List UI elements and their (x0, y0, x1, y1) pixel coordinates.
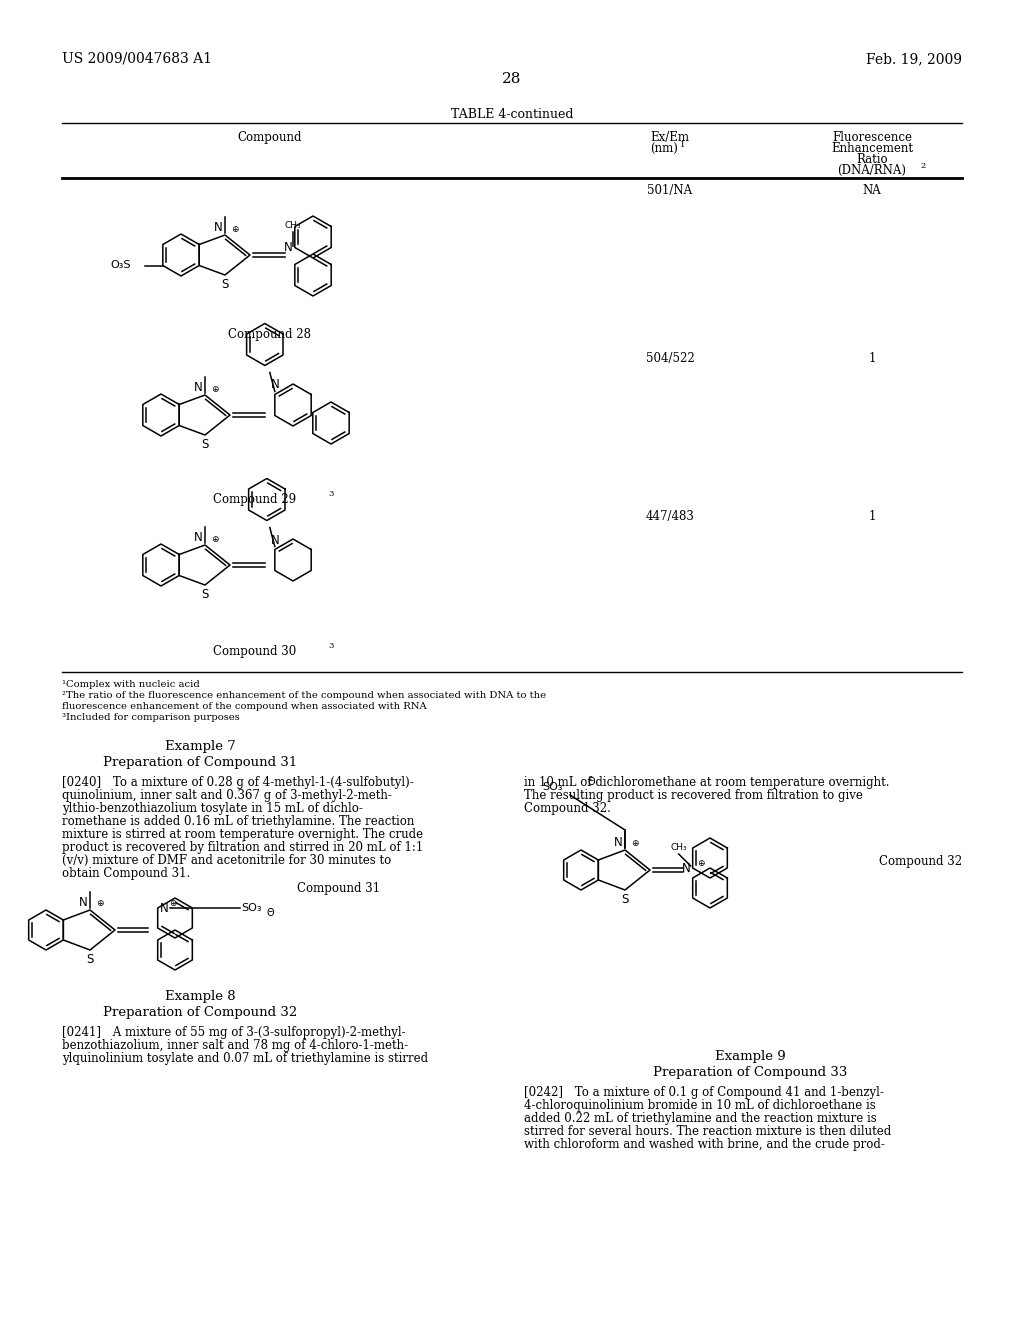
Text: ¹Complex with nucleic acid: ¹Complex with nucleic acid (62, 680, 200, 689)
Text: (DNA/RNA): (DNA/RNA) (838, 164, 906, 177)
Text: ⊕: ⊕ (96, 899, 103, 908)
Text: 2: 2 (920, 162, 926, 170)
Text: mixture is stirred at room temperature overnight. The crude: mixture is stirred at room temperature o… (62, 828, 423, 841)
Text: CH₃: CH₃ (671, 843, 687, 851)
Text: Compound 29: Compound 29 (213, 492, 297, 506)
Text: romethane is added 0.16 mL of triethylamine. The reaction: romethane is added 0.16 mL of triethylam… (62, 814, 415, 828)
Text: fluorescence enhancement of the compound when associated with RNA: fluorescence enhancement of the compound… (62, 702, 427, 711)
Text: S: S (622, 894, 629, 906)
Text: Example 8: Example 8 (165, 990, 236, 1003)
Text: obtain Compound 31.: obtain Compound 31. (62, 867, 190, 880)
Text: Enhancement: Enhancement (831, 143, 913, 154)
Text: ⊕: ⊕ (211, 535, 218, 544)
Text: Feb. 19, 2009: Feb. 19, 2009 (866, 51, 962, 66)
Text: S: S (202, 438, 209, 451)
Text: S: S (221, 279, 228, 290)
Text: [0241] A mixture of 55 mg of 3-(3-sulfopropyl)-2-methyl-: [0241] A mixture of 55 mg of 3-(3-sulfop… (62, 1026, 406, 1039)
Text: 1: 1 (868, 352, 876, 366)
Text: TABLE 4-continued: TABLE 4-continued (451, 108, 573, 121)
Text: stirred for several hours. The reaction mixture is then diluted: stirred for several hours. The reaction … (524, 1125, 891, 1138)
Text: Preparation of Compound 32: Preparation of Compound 32 (102, 1006, 297, 1019)
Text: 501/NA: 501/NA (647, 183, 692, 197)
Text: N: N (682, 862, 690, 874)
Text: N: N (284, 242, 293, 253)
Text: Example 9: Example 9 (715, 1049, 785, 1063)
Text: SO₃: SO₃ (543, 781, 563, 792)
Text: Compound 31: Compound 31 (297, 882, 380, 895)
Text: The resulting product is recovered from filtration to give: The resulting product is recovered from … (524, 789, 863, 803)
Text: US 2009/0047683 A1: US 2009/0047683 A1 (62, 51, 212, 66)
Text: Compound 30: Compound 30 (213, 645, 297, 657)
Text: 1: 1 (680, 141, 685, 149)
Text: N: N (214, 220, 223, 234)
Text: Compound: Compound (238, 131, 302, 144)
Text: with chloroform and washed with brine, and the crude prod-: with chloroform and washed with brine, a… (524, 1138, 885, 1151)
Text: Θ: Θ (266, 908, 274, 917)
Text: N: N (614, 836, 623, 849)
Text: 447/483: 447/483 (645, 510, 694, 523)
Text: (v/v) mixture of DMF and acetonitrile for 30 minutes to: (v/v) mixture of DMF and acetonitrile fo… (62, 854, 391, 867)
Text: ylthio-benzothiazolium tosylate in 15 mL of dichlo-: ylthio-benzothiazolium tosylate in 15 mL… (62, 803, 362, 814)
Text: Ratio: Ratio (856, 153, 888, 166)
Text: Compound 32.: Compound 32. (524, 803, 611, 814)
Text: Fluorescence: Fluorescence (831, 131, 912, 144)
Text: product is recovered by filtration and stirred in 20 mL of 1:1: product is recovered by filtration and s… (62, 841, 423, 854)
Text: in 10 mL of dichloromethane at room temperature overnight.: in 10 mL of dichloromethane at room temp… (524, 776, 890, 789)
Text: 3: 3 (328, 642, 334, 649)
Text: ⊕: ⊕ (231, 224, 239, 234)
Text: (nm): (nm) (650, 143, 678, 156)
Text: ²The ratio of the fluorescence enhancement of the compound when associated with : ²The ratio of the fluorescence enhanceme… (62, 690, 546, 700)
Text: Preparation of Compound 31: Preparation of Compound 31 (102, 756, 297, 770)
Text: N: N (160, 902, 168, 915)
Text: S: S (202, 587, 209, 601)
Text: 4-chloroquinolinium bromide in 10 mL of dichloroethane is: 4-chloroquinolinium bromide in 10 mL of … (524, 1100, 876, 1111)
Text: S: S (86, 953, 93, 966)
Text: N: N (270, 533, 280, 546)
Text: Example 7: Example 7 (165, 741, 236, 752)
Text: N: N (195, 381, 203, 393)
Text: N: N (195, 531, 203, 544)
Text: NA: NA (862, 183, 882, 197)
Text: 3: 3 (328, 490, 334, 498)
Text: ⊕: ⊕ (211, 384, 218, 393)
Text: Compound 28: Compound 28 (228, 327, 311, 341)
Text: O₃S: O₃S (111, 260, 131, 271)
Text: [0240] To a mixture of 0.28 g of 4-methyl-1-(4-sulfobutyl)-: [0240] To a mixture of 0.28 g of 4-methy… (62, 776, 414, 789)
Text: 1: 1 (868, 510, 876, 523)
Text: Preparation of Compound 33: Preparation of Compound 33 (653, 1067, 847, 1078)
Text: [0242] To a mixture of 0.1 g of Compound 41 and 1-benzyl-: [0242] To a mixture of 0.1 g of Compound… (524, 1086, 884, 1100)
Text: Compound 32: Compound 32 (879, 855, 962, 869)
Text: benzothiazolium, inner salt and 78 mg of 4-chloro-1-meth-: benzothiazolium, inner salt and 78 mg of… (62, 1039, 409, 1052)
Text: N: N (270, 379, 280, 392)
Text: ⊕: ⊕ (169, 899, 176, 908)
Text: added 0.22 mL of triethylamine and the reaction mixture is: added 0.22 mL of triethylamine and the r… (524, 1111, 877, 1125)
Text: 28: 28 (503, 73, 521, 86)
Text: quinolinium, inner salt and 0.367 g of 3-methyl-2-meth-: quinolinium, inner salt and 0.367 g of 3… (62, 789, 392, 803)
Text: Θ: Θ (587, 777, 595, 787)
Text: ylquinolinium tosylate and 0.07 mL of triethylamine is stirred: ylquinolinium tosylate and 0.07 mL of tr… (62, 1052, 428, 1065)
Text: ⊕: ⊕ (696, 859, 705, 869)
Text: N: N (79, 896, 88, 909)
Text: ³Included for comparison purposes: ³Included for comparison purposes (62, 713, 240, 722)
Text: CH₃: CH₃ (285, 220, 301, 230)
Text: ⊕: ⊕ (631, 840, 639, 849)
Text: Ex/Em: Ex/Em (650, 131, 689, 144)
Text: 504/522: 504/522 (645, 352, 694, 366)
Text: SO₃: SO₃ (242, 903, 262, 913)
